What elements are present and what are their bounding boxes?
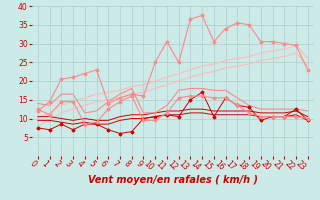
X-axis label: Vent moyen/en rafales ( km/h ): Vent moyen/en rafales ( km/h ): [88, 175, 258, 185]
